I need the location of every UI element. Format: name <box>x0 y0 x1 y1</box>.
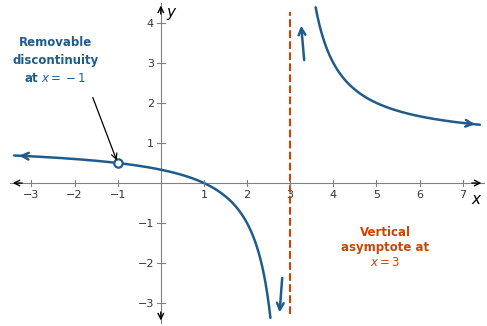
Text: discontinuity: discontinuity <box>12 54 98 67</box>
Text: $y$: $y$ <box>166 6 178 22</box>
Text: at $x = -1$: at $x = -1$ <box>24 72 86 85</box>
Text: Removable: Removable <box>19 36 92 49</box>
Text: $x$: $x$ <box>470 192 482 207</box>
Text: Vertical
asymptote at
$x = 3$: Vertical asymptote at $x = 3$ <box>341 226 429 269</box>
